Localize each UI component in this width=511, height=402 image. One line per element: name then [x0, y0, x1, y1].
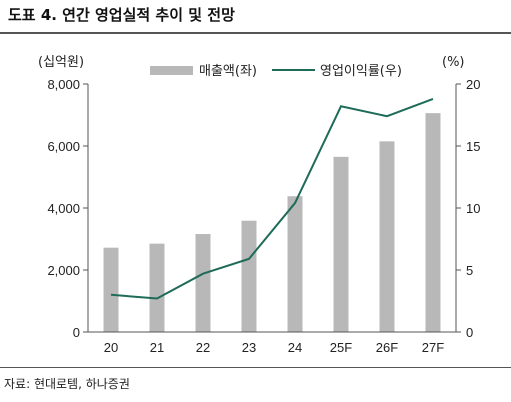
legend: 매출액(좌) 영업이익률(우)	[150, 64, 402, 79]
chart-title: 도표 4. 연간 영업실적 추이 및 전망	[8, 6, 235, 24]
bar-23	[241, 220, 257, 332]
x-tick-label: 25F	[330, 340, 352, 355]
bar-22	[195, 234, 211, 332]
left-axis-ticks: 0 2,000 4,000 6,000 8,000	[47, 77, 88, 340]
bar-21	[149, 243, 165, 332]
source-note: 자료: 현대로템, 하나증권	[4, 377, 130, 391]
x-tick-label: 26F	[376, 340, 398, 355]
title-divider	[0, 32, 511, 34]
bar-27F	[425, 113, 441, 332]
x-tick-label: 24	[288, 340, 302, 355]
legend-line-label: 영업이익률(우)	[320, 64, 402, 79]
right-axis-ticks: 0 5 10 15 20	[456, 77, 480, 340]
left-tick-label: 0	[73, 325, 80, 340]
bar-series	[103, 113, 441, 332]
right-tick-label: 5	[466, 263, 473, 278]
bar-20	[103, 247, 119, 332]
right-tick-label: 0	[466, 325, 473, 340]
left-tick-label: 6,000	[47, 139, 80, 154]
x-axis-labels: 20 21 22 23 24 25F 26F 27F	[104, 340, 444, 355]
bar-24	[287, 196, 303, 332]
left-tick-label: 4,000	[47, 201, 80, 216]
bar-25F	[333, 156, 349, 332]
x-tick-label: 23	[242, 340, 256, 355]
combo-chart: (십억원) (%) 매출액(좌) 영업이익률(우) 0 2,000 4,000 6,0…	[38, 55, 480, 355]
right-tick-label: 20	[466, 77, 480, 92]
right-tick-label: 15	[466, 139, 480, 154]
legend-bar-swatch	[150, 66, 193, 75]
margin-line	[110, 97, 434, 300]
left-tick-label: 2,000	[47, 263, 80, 278]
bar-26F	[379, 141, 395, 332]
x-tick-label: 20	[104, 340, 118, 355]
line-series	[110, 97, 434, 300]
x-tick-label: 22	[196, 340, 210, 355]
footer-divider	[0, 367, 511, 368]
x-tick-label: 27F	[422, 340, 444, 355]
left-tick-label: 8,000	[47, 77, 80, 92]
right-tick-label: 10	[466, 201, 480, 216]
legend-bar-label: 매출액(좌)	[199, 64, 257, 79]
left-axis-unit: (십억원)	[38, 55, 84, 70]
x-tick-label: 21	[150, 340, 164, 355]
right-axis-unit: (%)	[442, 55, 465, 70]
